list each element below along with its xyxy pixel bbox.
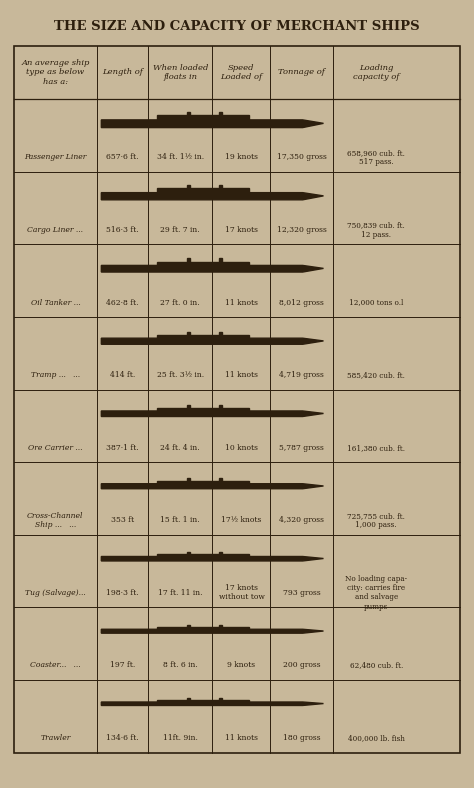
Text: 17,350 gross: 17,350 gross	[277, 154, 327, 162]
Text: 15 ft. 1 in.: 15 ft. 1 in.	[160, 516, 200, 524]
Text: 9 knots: 9 knots	[228, 661, 255, 670]
Text: 17 knots
without tow: 17 knots without tow	[219, 584, 264, 601]
Text: When loaded
floats in: When loaded floats in	[153, 64, 208, 81]
Text: 414 ft.: 414 ft.	[109, 371, 135, 379]
Text: 17½ knots: 17½ knots	[221, 516, 262, 524]
Polygon shape	[219, 698, 222, 700]
Polygon shape	[157, 188, 249, 192]
Text: 725,755 cub. ft.
1,000 pass.: 725,755 cub. ft. 1,000 pass.	[347, 511, 405, 529]
Text: 24 ft. 4 in.: 24 ft. 4 in.	[160, 444, 200, 452]
Text: 4,719 gross: 4,719 gross	[279, 371, 324, 379]
Text: 657·6 ft.: 657·6 ft.	[106, 154, 138, 162]
Text: 198·3 ft.: 198·3 ft.	[106, 589, 138, 597]
Text: 387·1 ft.: 387·1 ft.	[106, 444, 138, 452]
Polygon shape	[219, 185, 222, 188]
Polygon shape	[157, 262, 249, 266]
Polygon shape	[157, 115, 249, 120]
Polygon shape	[187, 478, 190, 481]
Text: 19 knots: 19 knots	[225, 154, 258, 162]
Polygon shape	[219, 405, 222, 407]
Text: 11 knots: 11 knots	[225, 734, 258, 742]
Text: 11 knots: 11 knots	[225, 299, 258, 307]
Text: 17 knots: 17 knots	[225, 226, 258, 234]
Text: An average ship
type as below
has a:: An average ship type as below has a:	[21, 58, 90, 87]
Text: 10 knots: 10 knots	[225, 444, 258, 452]
Text: 200 gross: 200 gross	[283, 661, 320, 670]
Polygon shape	[219, 478, 222, 481]
Polygon shape	[101, 556, 323, 561]
Text: Cargo Liner ...: Cargo Liner ...	[27, 226, 83, 234]
Polygon shape	[157, 481, 249, 484]
Text: Tug (Salvage)...: Tug (Salvage)...	[25, 589, 86, 597]
Text: 12,320 gross: 12,320 gross	[277, 226, 327, 234]
Polygon shape	[187, 112, 190, 115]
Polygon shape	[101, 702, 323, 705]
Text: Passenger Liner: Passenger Liner	[24, 154, 87, 162]
Text: 462·8 ft.: 462·8 ft.	[106, 299, 138, 307]
Polygon shape	[187, 332, 190, 335]
Text: Coaster...   ...: Coaster... ...	[30, 661, 81, 670]
Text: 17 ft. 11 in.: 17 ft. 11 in.	[158, 589, 202, 597]
Text: 161,380 cub. ft.: 161,380 cub. ft.	[347, 444, 405, 452]
Polygon shape	[101, 120, 323, 128]
Polygon shape	[187, 625, 190, 627]
Text: 585,420 cub. ft.: 585,420 cub. ft.	[347, 371, 405, 379]
Text: Tramp ...   ...: Tramp ... ...	[31, 371, 80, 379]
Polygon shape	[187, 405, 190, 407]
Polygon shape	[157, 627, 249, 630]
Polygon shape	[187, 552, 190, 554]
Polygon shape	[157, 554, 249, 556]
Text: 793 gross: 793 gross	[283, 589, 320, 597]
Bar	[14, 46, 460, 753]
Polygon shape	[187, 258, 190, 262]
Text: 8 ft. 6 in.: 8 ft. 6 in.	[163, 661, 198, 670]
Text: 658,960 cub. ft.
517 pass.: 658,960 cub. ft. 517 pass.	[347, 149, 405, 166]
Text: Speed
Loaded of: Speed Loaded of	[220, 64, 263, 81]
Text: 4,320 gross: 4,320 gross	[279, 516, 324, 524]
Polygon shape	[219, 552, 222, 554]
Polygon shape	[219, 112, 222, 115]
Text: Length of: Length of	[102, 69, 143, 76]
Text: 25 ft. 3½ in.: 25 ft. 3½ in.	[156, 371, 204, 379]
Polygon shape	[101, 338, 323, 344]
Polygon shape	[187, 698, 190, 700]
Text: Oil Tanker ...: Oil Tanker ...	[30, 299, 80, 307]
Text: 400,000 lb. fish: 400,000 lb. fish	[348, 734, 405, 742]
Polygon shape	[101, 484, 323, 489]
Text: 8,012 gross: 8,012 gross	[279, 299, 324, 307]
Polygon shape	[101, 266, 323, 272]
Text: Cross-Channel
Ship ...   ...: Cross-Channel Ship ... ...	[27, 511, 84, 529]
Text: 180 gross: 180 gross	[283, 734, 320, 742]
Text: Ore Carrier ...: Ore Carrier ...	[28, 444, 82, 452]
Text: 62,480 cub. ft.: 62,480 cub. ft.	[350, 661, 403, 670]
Polygon shape	[157, 335, 249, 338]
Polygon shape	[157, 700, 249, 702]
Text: 197 ft.: 197 ft.	[109, 661, 135, 670]
Text: 11 knots: 11 knots	[225, 371, 258, 379]
Text: 12,000 tons o.l: 12,000 tons o.l	[349, 299, 403, 307]
Text: Trawler: Trawler	[40, 734, 71, 742]
Polygon shape	[157, 407, 249, 411]
Polygon shape	[219, 332, 222, 335]
Text: Tonnage of: Tonnage of	[278, 69, 325, 76]
Text: THE SIZE AND CAPACITY OF MERCHANT SHIPS: THE SIZE AND CAPACITY OF MERCHANT SHIPS	[54, 20, 420, 32]
Text: 5,787 gross: 5,787 gross	[279, 444, 324, 452]
Polygon shape	[187, 185, 190, 188]
Polygon shape	[219, 625, 222, 627]
Polygon shape	[219, 258, 222, 262]
Text: 134·6 ft.: 134·6 ft.	[106, 734, 138, 742]
Polygon shape	[101, 192, 323, 200]
Text: No loading capa-
city: carries fire
and salvage
pumps: No loading capa- city: carries fire and …	[345, 575, 407, 611]
Text: 11ft. 9in.: 11ft. 9in.	[163, 734, 198, 742]
Text: 516·3 ft.: 516·3 ft.	[106, 226, 138, 234]
Polygon shape	[101, 630, 323, 634]
Polygon shape	[101, 411, 323, 417]
Text: 353 ft: 353 ft	[111, 516, 134, 524]
Text: Loading
capacity of: Loading capacity of	[353, 64, 400, 81]
Text: 27 ft. 0 in.: 27 ft. 0 in.	[160, 299, 200, 307]
Text: 34 ft. 1½ in.: 34 ft. 1½ in.	[156, 154, 204, 162]
Text: 750,839 cub. ft.
12 pass.: 750,839 cub. ft. 12 pass.	[347, 221, 405, 239]
Text: 29 ft. 7 in.: 29 ft. 7 in.	[160, 226, 200, 234]
